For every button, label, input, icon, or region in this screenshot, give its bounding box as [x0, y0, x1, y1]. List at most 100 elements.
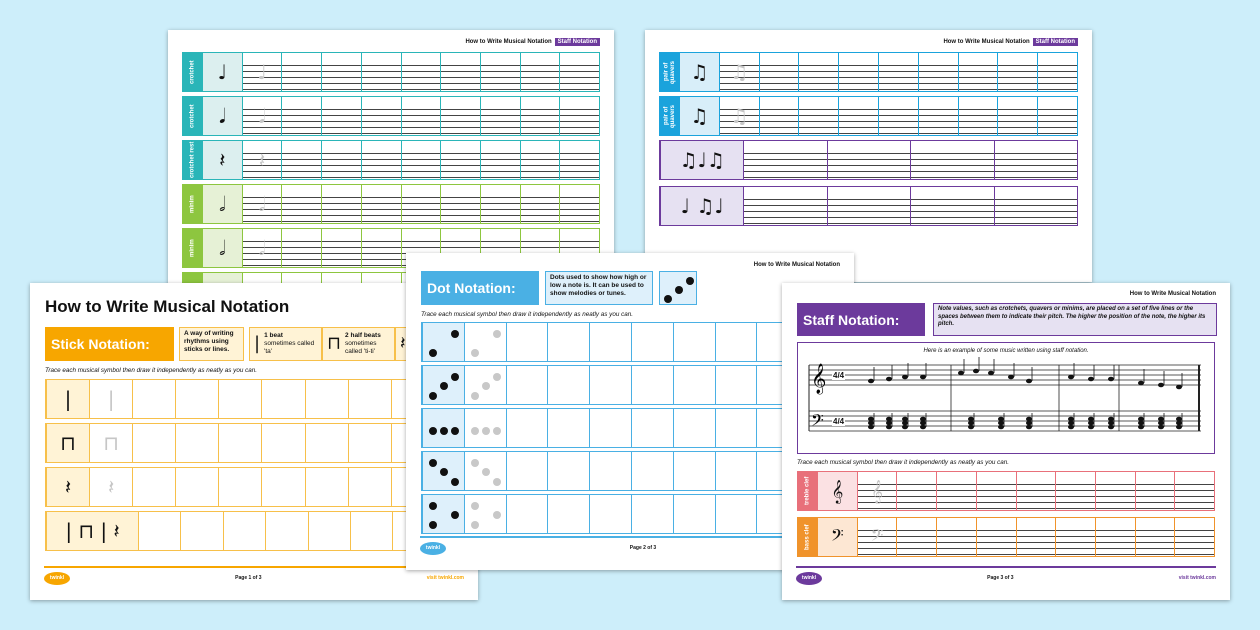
practice-cell[interactable] [321, 141, 361, 179]
practice-cell[interactable] [877, 53, 918, 91]
practice-cell[interactable] [281, 53, 321, 91]
practice-cell[interactable] [390, 380, 434, 418]
practice-cell[interactable] [798, 97, 838, 135]
practice-cell[interactable] [400, 141, 441, 179]
practice-cell[interactable] [1055, 472, 1095, 510]
practice-cell[interactable] [440, 185, 480, 223]
trace-cell[interactable]: 𝄞 [856, 472, 897, 510]
trace-cell[interactable] [463, 409, 506, 447]
trace-cell[interactable]: | [89, 380, 132, 418]
practice-cell[interactable] [1037, 97, 1077, 135]
practice-cell[interactable] [910, 187, 993, 225]
practice-cell[interactable] [559, 229, 599, 267]
practice-cell[interactable] [281, 141, 321, 179]
practice-cell[interactable] [265, 512, 307, 550]
practice-cell[interactable] [505, 323, 548, 361]
practice-cell[interactable] [997, 97, 1037, 135]
practice-cell[interactable] [756, 495, 798, 533]
trace-cell[interactable] [463, 366, 506, 404]
practice-cell[interactable] [756, 409, 798, 447]
practice-cell[interactable] [505, 495, 548, 533]
practice-cell[interactable] [175, 424, 218, 462]
trace-cell[interactable] [463, 323, 506, 361]
practice-cell[interactable] [1015, 518, 1056, 556]
practice-cell[interactable] [479, 53, 520, 91]
practice-cell[interactable] [1134, 518, 1175, 556]
practice-cell[interactable] [630, 409, 673, 447]
practice-cell[interactable] [1015, 472, 1056, 510]
practice-cell[interactable] [910, 141, 993, 179]
practice-cell[interactable] [347, 468, 391, 506]
trace-cell[interactable]: 𝄢 [856, 518, 897, 556]
practice-cell[interactable] [672, 452, 715, 490]
practice-cell[interactable] [547, 495, 589, 533]
practice-cell[interactable] [758, 97, 799, 135]
practice-cell[interactable] [1055, 518, 1095, 556]
practice-cell[interactable] [877, 97, 918, 135]
practice-cell[interactable] [589, 495, 631, 533]
practice-cell[interactable] [896, 518, 936, 556]
practice-cell[interactable] [1134, 472, 1175, 510]
practice-cell[interactable] [589, 452, 631, 490]
practice-cell[interactable] [957, 53, 998, 91]
practice-cell[interactable] [400, 53, 441, 91]
practice-cell[interactable] [321, 53, 361, 91]
trace-cell[interactable]: ♫ [718, 53, 759, 91]
practice-cell[interactable] [479, 229, 520, 267]
practice-cell[interactable] [479, 185, 520, 223]
practice-cell[interactable] [281, 229, 321, 267]
practice-cell[interactable] [672, 495, 715, 533]
trace-cell[interactable] [743, 187, 826, 225]
site-link[interactable]: visit twinkl.com [426, 575, 464, 581]
practice-cell[interactable] [132, 380, 175, 418]
trace-cell[interactable] [743, 141, 826, 179]
practice-cell[interactable] [132, 468, 175, 506]
practice-cell[interactable] [547, 323, 589, 361]
practice-cell[interactable] [304, 424, 348, 462]
practice-cell[interactable] [479, 97, 520, 135]
trace-cell[interactable]: ♫ [718, 97, 759, 135]
practice-cell[interactable] [347, 424, 391, 462]
practice-cell[interactable] [479, 141, 520, 179]
practice-cell[interactable] [714, 409, 757, 447]
practice-cell[interactable] [826, 141, 910, 179]
practice-cell[interactable] [993, 141, 1077, 179]
trace-cell[interactable]: 𝅘𝅥 [241, 97, 282, 135]
practice-cell[interactable] [218, 468, 261, 506]
practice-cell[interactable] [714, 495, 757, 533]
practice-cell[interactable] [505, 366, 548, 404]
practice-cell[interactable] [360, 229, 401, 267]
practice-cell[interactable] [304, 380, 348, 418]
practice-cell[interactable] [756, 366, 798, 404]
practice-cell[interactable] [975, 472, 1016, 510]
practice-cell[interactable] [400, 229, 441, 267]
practice-cell[interactable] [321, 185, 361, 223]
practice-cell[interactable] [360, 97, 401, 135]
practice-cell[interactable] [936, 472, 976, 510]
practice-cell[interactable] [218, 380, 261, 418]
practice-cell[interactable] [838, 53, 878, 91]
practice-cell[interactable] [218, 424, 261, 462]
practice-cell[interactable] [390, 468, 434, 506]
practice-cell[interactable] [261, 424, 304, 462]
practice-cell[interactable] [826, 187, 910, 225]
practice-cell[interactable] [1094, 472, 1135, 510]
practice-cell[interactable] [714, 323, 757, 361]
practice-cell[interactable] [519, 97, 560, 135]
practice-cell[interactable] [261, 468, 304, 506]
practice-cell[interactable] [997, 53, 1037, 91]
practice-cell[interactable] [589, 323, 631, 361]
trace-cell[interactable] [463, 495, 506, 533]
practice-cell[interactable] [547, 452, 589, 490]
practice-cell[interactable] [440, 97, 480, 135]
practice-cell[interactable] [798, 53, 838, 91]
trace-cell[interactable]: ⊓ [89, 424, 132, 462]
practice-cell[interactable] [838, 97, 878, 135]
practice-cell[interactable] [400, 185, 441, 223]
practice-cell[interactable] [132, 424, 175, 462]
practice-cell[interactable] [936, 518, 976, 556]
practice-cell[interactable] [589, 409, 631, 447]
practice-cell[interactable] [347, 380, 391, 418]
practice-cell[interactable] [390, 424, 434, 462]
practice-cell[interactable] [307, 512, 350, 550]
